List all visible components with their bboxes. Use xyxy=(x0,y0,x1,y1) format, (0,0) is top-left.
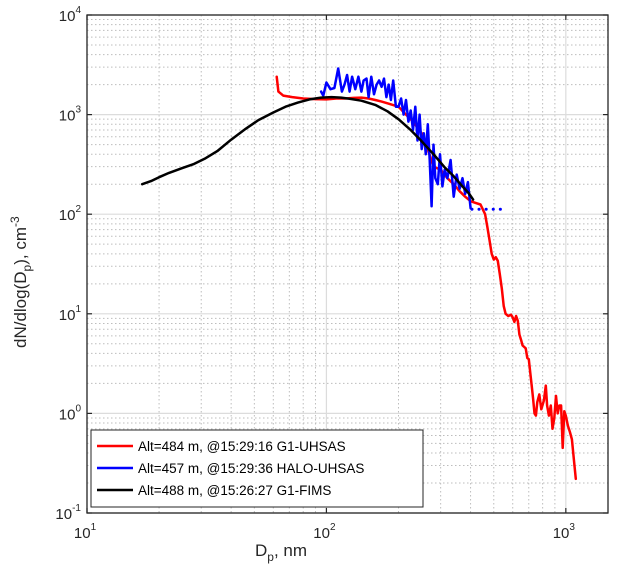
series-lines xyxy=(140,67,578,481)
y-tick-label-exp: -1 xyxy=(72,503,81,514)
y-tick-label-base: 10 xyxy=(59,406,76,423)
y-axis-title-sub: p xyxy=(20,264,34,271)
y-tick-label: 10-1 xyxy=(55,503,81,523)
x-tick-label-exp: 2 xyxy=(330,522,336,533)
series-line-0 xyxy=(275,75,578,481)
y-tick-label: 104 xyxy=(59,5,82,25)
y-tick-label-base: 10 xyxy=(59,307,76,324)
x-tick-label-base: 10 xyxy=(313,525,330,542)
x-tick-label-base: 10 xyxy=(74,525,91,542)
y-tick-label-exp: 1 xyxy=(75,304,81,315)
x-axis-title-rest: , nm xyxy=(274,541,307,560)
series-line-1 xyxy=(319,67,472,210)
x-tick-label-exp: 1 xyxy=(91,522,97,533)
y-tick-label-base: 10 xyxy=(59,8,76,25)
legend-box xyxy=(90,429,424,508)
y-tick-label-exp: 4 xyxy=(75,5,81,16)
y-tick-label: 100 xyxy=(59,403,82,423)
series-line-3 xyxy=(140,95,475,201)
y-tick-label: 101 xyxy=(59,304,82,324)
y-tick-label-exp: 3 xyxy=(75,105,81,116)
legend-label-g1-uhsas: Alt=484 m, @15:29:16 G1-UHSAS xyxy=(138,439,346,454)
x-axis-title-main: D xyxy=(255,541,267,560)
x-tick-label: 101 xyxy=(74,522,97,542)
legend: Alt=484 m, @15:29:16 G1-UHSAS Alt=457 m,… xyxy=(90,429,424,508)
y-axis-title-sup: -3 xyxy=(8,216,22,227)
x-axis-title: Dp, nm xyxy=(255,541,307,564)
plot-frame xyxy=(86,14,609,514)
y-tick-label: 103 xyxy=(59,105,82,125)
y-tick-label-base: 10 xyxy=(55,506,72,523)
y-axis-title: dN/dlog(Dp), cm-3 xyxy=(8,216,34,348)
y-tick-label-exp: 0 xyxy=(75,403,81,414)
x-tick-label: 102 xyxy=(313,522,336,542)
y-tick-label-base: 10 xyxy=(59,108,76,125)
legend-label-halo-uhsas: Alt=457 m, @15:29:36 HALO-UHSAS xyxy=(138,461,364,476)
y-tick-label: 102 xyxy=(59,204,82,224)
legend-label-g1-fims: Alt=488 m, @15:26:27 G1-FIMS xyxy=(138,483,331,498)
x-tick-label-exp: 3 xyxy=(569,522,575,533)
y-tick-label-base: 10 xyxy=(59,207,76,224)
y-axis-title-b: ), cm xyxy=(11,227,30,265)
y-axis-title-a: dN/dlog(D xyxy=(11,271,30,348)
x-axis-title-sub: p xyxy=(267,550,274,564)
y-tick-label-exp: 2 xyxy=(75,204,81,215)
x-tick-label-base: 10 xyxy=(553,525,570,542)
x-tick-label: 103 xyxy=(553,522,576,542)
